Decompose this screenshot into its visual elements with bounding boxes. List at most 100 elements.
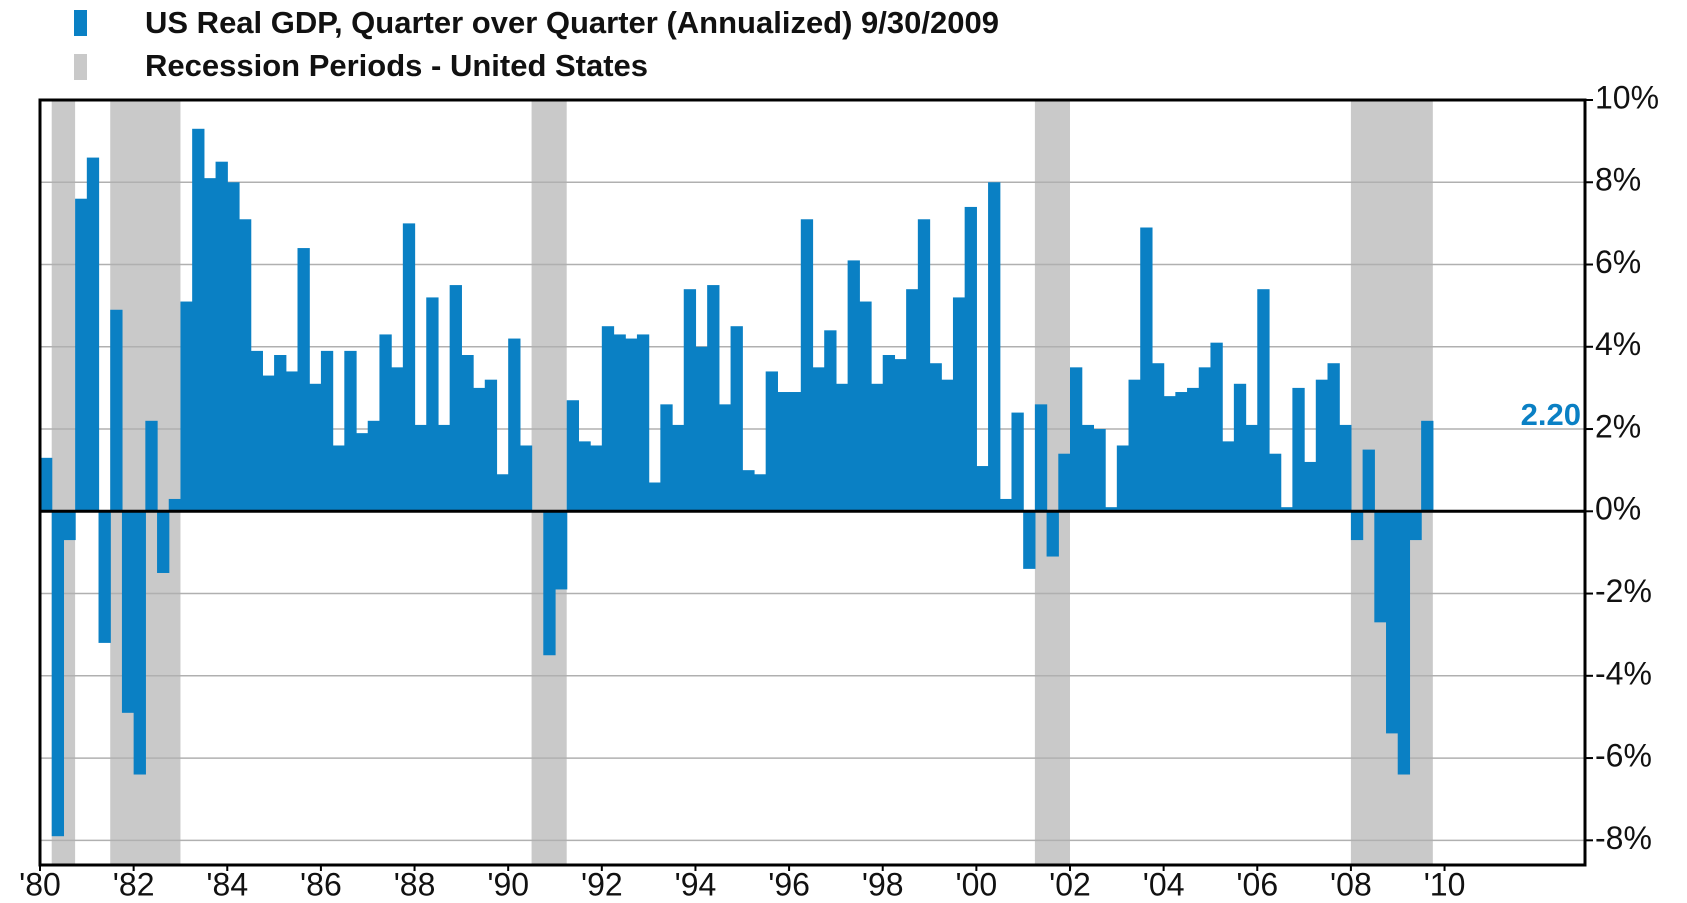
bar (1421, 420, 1434, 512)
bar (882, 355, 896, 512)
bar (859, 301, 872, 512)
bar (1105, 507, 1118, 512)
x-tick-label: '98 (862, 866, 904, 902)
bar (1292, 387, 1305, 512)
x-tick-label: '04 (1143, 866, 1185, 902)
bar (51, 511, 65, 837)
y-tick-label: 10% (1595, 79, 1659, 115)
bar (1397, 511, 1411, 775)
bar (1233, 383, 1247, 512)
bar (285, 371, 299, 512)
bar (227, 182, 240, 512)
bar (1093, 429, 1106, 512)
bar (1210, 342, 1223, 512)
bar (332, 445, 345, 512)
bar (648, 482, 661, 512)
bar (414, 424, 427, 512)
legend-swatch-recession (74, 54, 87, 80)
bar (121, 511, 135, 713)
bar (765, 371, 778, 512)
bar (157, 511, 170, 573)
bar (379, 334, 392, 512)
bar (1140, 227, 1153, 512)
bar (356, 433, 369, 512)
y-tick-label: 0% (1595, 491, 1641, 527)
y-tick-label: -6% (1595, 738, 1652, 774)
legend-swatch-gdp (74, 10, 87, 36)
bar (601, 326, 615, 512)
bar (824, 330, 837, 512)
bar (1374, 511, 1387, 623)
bar (636, 334, 650, 512)
x-tick-label: '96 (768, 866, 810, 902)
bar (473, 387, 486, 512)
x-tick-label: '82 (113, 866, 155, 902)
bar (86, 157, 100, 512)
plot-frame (38, 98, 1587, 867)
bar (297, 248, 310, 512)
bar (1339, 424, 1352, 512)
bar (660, 404, 673, 512)
x-tick-label: '92 (581, 866, 623, 902)
recession-band (531, 100, 567, 865)
x-tick-label: '10 (1424, 866, 1466, 902)
bar (519, 445, 533, 512)
bar (274, 355, 287, 512)
bar (906, 289, 919, 512)
bar (320, 350, 334, 512)
bar (367, 420, 381, 512)
bar (402, 223, 416, 512)
y-tick-label: 2% (1595, 408, 1641, 444)
y-tick-label: -2% (1595, 573, 1652, 609)
y-tick-label: -4% (1595, 655, 1652, 691)
bar (110, 309, 123, 512)
bar (555, 511, 568, 590)
y-tick-label: 8% (1595, 162, 1641, 198)
bar (309, 383, 322, 512)
bar (133, 511, 146, 775)
bar (707, 285, 720, 512)
x-tick-label: '94 (675, 866, 717, 902)
bar (578, 441, 591, 512)
bar (203, 178, 217, 512)
bar (1128, 379, 1141, 512)
bar (952, 297, 966, 512)
bar (800, 219, 814, 512)
bar (63, 511, 76, 541)
x-tick-label: '00 (956, 866, 998, 902)
bar (344, 350, 357, 512)
bar (566, 400, 580, 512)
bar (988, 182, 1001, 512)
bar (40, 457, 53, 512)
bar (1163, 396, 1176, 512)
bar (145, 420, 158, 512)
bar (238, 219, 252, 512)
bar (894, 359, 907, 512)
bar (812, 367, 825, 512)
bar (1222, 441, 1235, 512)
bar (391, 367, 404, 512)
legend-gdp: US Real GDP, Quarter over Quarter (Annua… (145, 5, 999, 40)
bar (672, 424, 685, 512)
bar (1175, 392, 1188, 512)
bar (695, 346, 708, 512)
bar (777, 392, 790, 512)
x-tick-label: '02 (1049, 866, 1091, 902)
bar (543, 511, 556, 656)
bar (847, 260, 860, 512)
bar (1315, 379, 1329, 512)
bar (976, 466, 989, 512)
bar (1386, 511, 1399, 734)
bar (718, 404, 732, 512)
bar (449, 285, 462, 512)
legend-recession: Recession Periods - United States (145, 48, 648, 83)
x-tick-label: '88 (394, 866, 436, 902)
x-tick-label: '80 (19, 866, 61, 902)
bar (180, 301, 193, 512)
x-tick-label: '90 (487, 866, 529, 902)
value-label: 2.20 (1521, 397, 1581, 432)
bar (496, 474, 509, 512)
bar (215, 161, 228, 512)
y-tick-label: 4% (1595, 326, 1641, 362)
